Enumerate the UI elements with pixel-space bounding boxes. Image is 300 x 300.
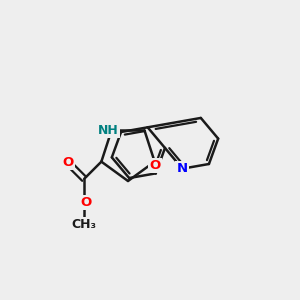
Text: O: O xyxy=(150,159,161,172)
Text: CH₃: CH₃ xyxy=(72,218,97,231)
Text: NH: NH xyxy=(98,124,119,137)
Text: N: N xyxy=(177,162,188,175)
Text: O: O xyxy=(81,196,92,209)
Text: O: O xyxy=(62,156,74,169)
